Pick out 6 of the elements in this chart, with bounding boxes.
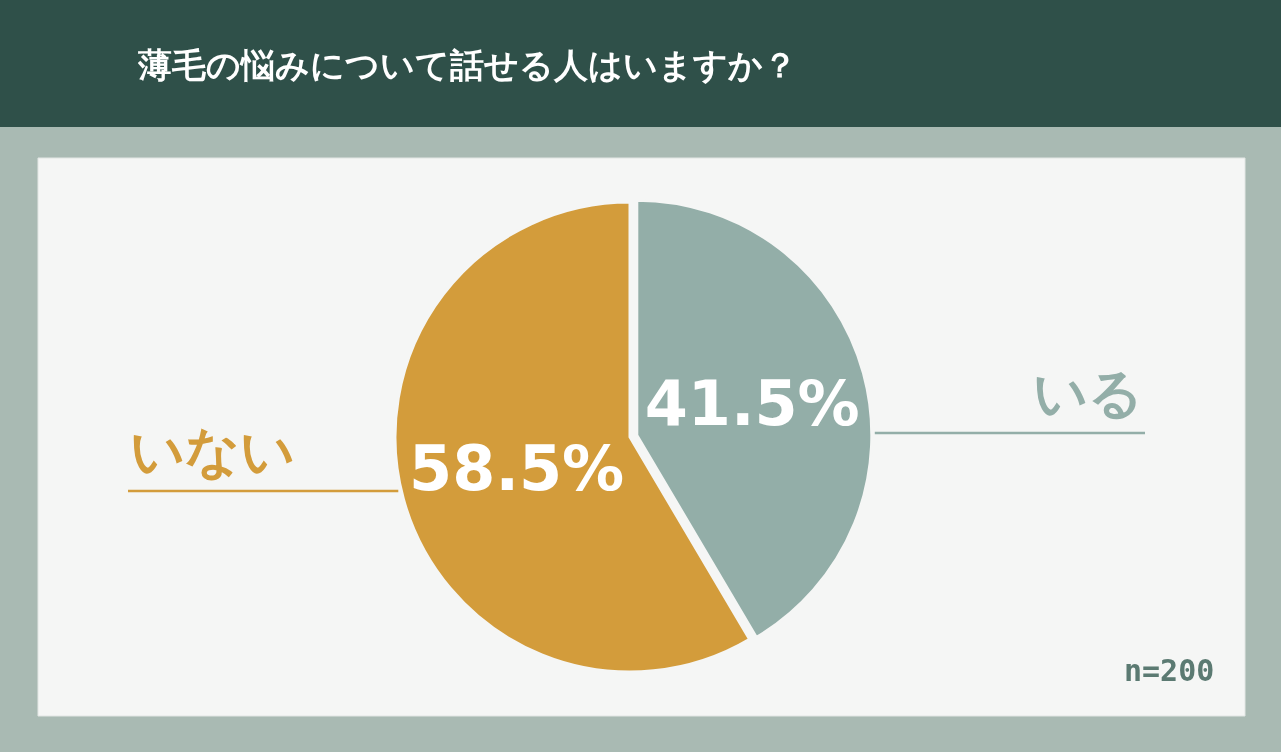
data-label: 41.5% — [644, 367, 860, 441]
data-label: 58.5% — [409, 431, 625, 505]
text: n=200 — [1124, 653, 1215, 688]
slice-label: いる — [1033, 362, 1143, 425]
slice-label: いない — [130, 420, 295, 483]
chart-title: 薄毛の悩みについて話せる人はいますか？ — [137, 44, 797, 85]
